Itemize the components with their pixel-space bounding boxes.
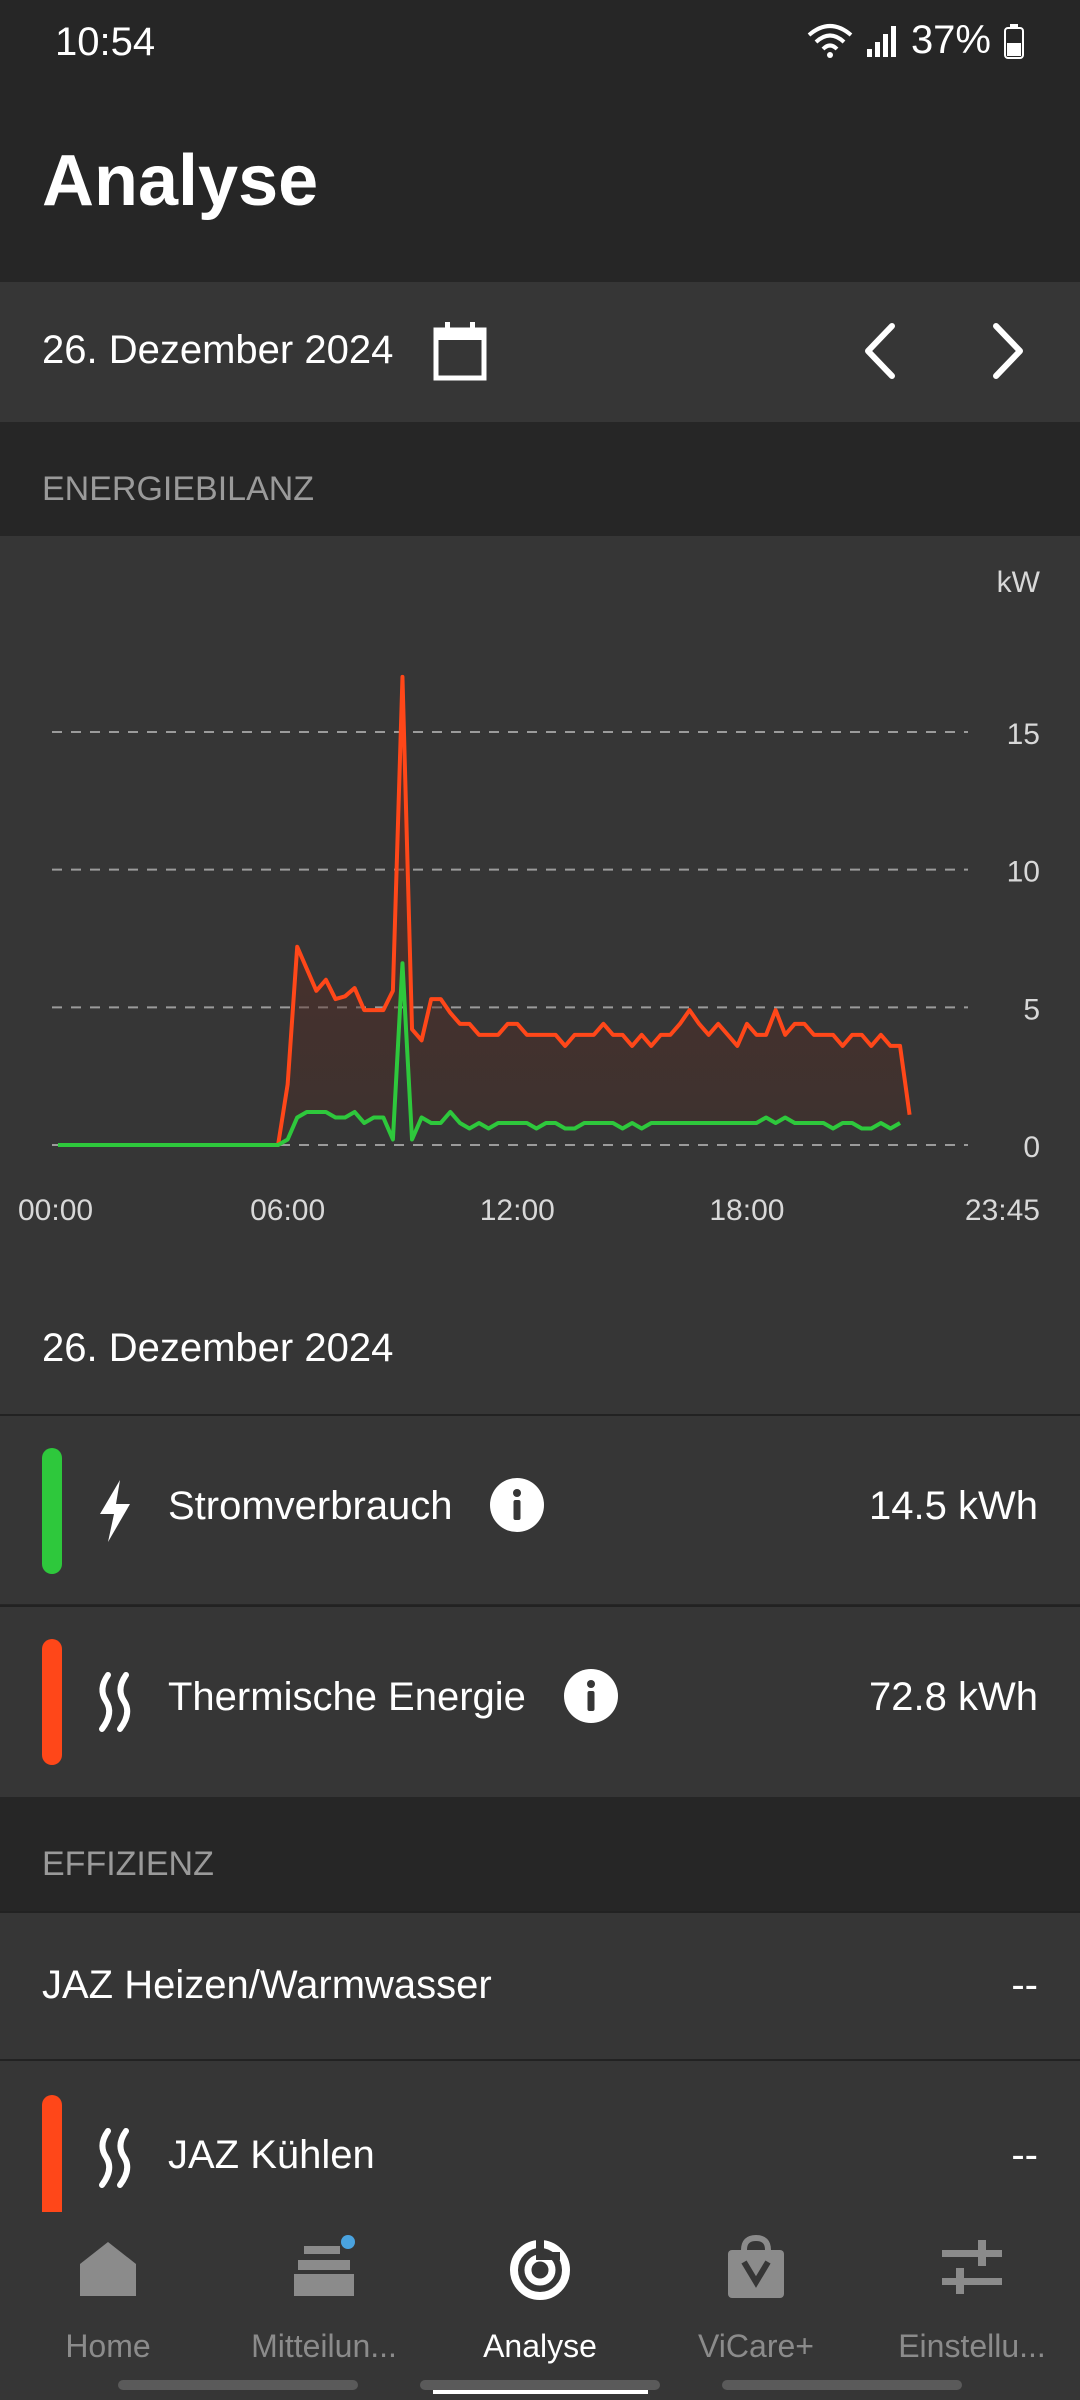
x-tick-label: 23:45: [965, 1194, 1040, 1227]
efficiency-row-value: --: [1011, 2133, 1038, 2177]
x-tick-label: 06:00: [250, 1194, 325, 1227]
x-tick-label: 18:00: [709, 1194, 784, 1227]
section-header-energy: ENERGIEBILANZ: [0, 422, 1080, 536]
info-icon[interactable]: [490, 1478, 544, 1532]
status-icons: 37%: [807, 18, 1025, 63]
summary-date-row: 26. Dezember 2024: [0, 1280, 1080, 1414]
tab-label: Home: [65, 2328, 151, 2364]
y-tick-label: 5: [1023, 993, 1040, 1026]
home-icon: [80, 2242, 136, 2296]
gesture-bar: [118, 2380, 358, 2390]
wifi-icon: [807, 23, 853, 58]
tab-settings[interactable]: Einstellu...: [864, 2212, 1080, 2400]
x-tick-label: 00:00: [18, 1194, 93, 1227]
signal-icon: [866, 25, 896, 57]
energy-row-thermal[interactable]: Thermische Energie 72.8 kWh: [0, 1605, 1080, 1797]
tab-label: Analyse: [483, 2328, 597, 2364]
section-title-energy: ENERGIEBILANZ: [42, 470, 315, 508]
series-line-power: [58, 961, 902, 1147]
app-bar: Analyse: [0, 90, 1080, 282]
y-axis-unit: kW: [997, 566, 1041, 599]
efficiency-row-label: JAZ Kühlen: [168, 2133, 375, 2177]
tab-messages[interactable]: Mitteilun...: [216, 2212, 432, 2400]
tab-label: Einstellu...: [898, 2328, 1046, 2364]
calendar-icon[interactable]: [432, 320, 488, 382]
shopping-bag-icon: [728, 2234, 784, 2298]
messages-icon: [294, 2235, 355, 2296]
series-color-indicator: [42, 1448, 62, 1574]
analysis-icon: [510, 2240, 570, 2300]
heat-waves-icon: [99, 2128, 131, 2188]
selected-date[interactable]: 26. Dezember 2024: [42, 328, 394, 372]
info-icon[interactable]: [564, 1669, 618, 1723]
x-tick-label: 12:00: [480, 1194, 555, 1227]
tab-label: Mitteilun...: [251, 2328, 397, 2364]
energy-row-label: Thermische Energie: [168, 1675, 526, 1719]
date-navigation: 26. Dezember 2024: [0, 282, 1080, 422]
efficiency-row-heating[interactable]: JAZ Heizen/Warmwasser --: [0, 1911, 1080, 2059]
section-header-efficiency: EFFIZIENZ: [0, 1797, 1080, 1911]
energy-row-label: Stromverbrauch: [168, 1484, 453, 1528]
series-color-indicator: [42, 2095, 62, 2225]
next-day-button[interactable]: [976, 318, 1036, 384]
y-tick-label: 15: [1007, 718, 1040, 751]
efficiency-row-value: --: [1011, 1963, 1038, 2007]
energy-row-value: 14.5 kWh: [869, 1484, 1038, 1528]
energy-chart: 0 5 10 15 kW 00:00 06:00 12:00 18:00 23:45: [0, 536, 1080, 1280]
efficiency-row-label: JAZ Heizen/Warmwasser: [42, 1963, 492, 2007]
tab-vicare-plus[interactable]: ViCare+: [648, 2212, 864, 2400]
battery-percent: 37%: [910, 18, 991, 62]
tab-label: ViCare+: [698, 2328, 814, 2364]
heat-waves-icon: [99, 1672, 131, 1732]
status-bar: 10:54 37%: [0, 0, 1080, 90]
settings-sliders-icon: [942, 2240, 1002, 2294]
y-tick-label: 10: [1007, 856, 1040, 889]
previous-day-button[interactable]: [852, 318, 912, 384]
lightning-icon: [100, 1480, 130, 1542]
gesture-bar: [420, 2380, 660, 2390]
summary-date: 26. Dezember 2024: [42, 1326, 394, 1370]
gesture-bar: [722, 2380, 962, 2390]
battery-icon: [1004, 23, 1024, 59]
tab-analyse[interactable]: Analyse: [432, 2212, 648, 2400]
area-fill-thermal: [58, 676, 910, 1145]
status-time: 10:54: [55, 20, 156, 64]
energy-chart-svg: 0 5 10 15 kW 00:00 06:00 12:00 18:00 23:45: [18, 566, 1041, 1227]
section-title-efficiency: EFFIZIENZ: [42, 1845, 214, 1883]
active-tab-indicator: [433, 2388, 648, 2394]
series-color-indicator: [42, 1639, 62, 1765]
series-line-thermal: [58, 674, 912, 1147]
bottom-navigation: Home Mitteilun... Analyse ViCare+: [0, 2212, 1080, 2400]
efficiency-row-cooling[interactable]: JAZ Kühlen --: [0, 2059, 1080, 2225]
tab-home[interactable]: Home: [0, 2212, 216, 2400]
page-title: Analyse: [42, 141, 319, 221]
y-tick-label: 0: [1023, 1131, 1040, 1164]
energy-row-value: 72.8 kWh: [869, 1675, 1038, 1719]
energy-row-power[interactable]: Stromverbrauch 14.5 kWh: [0, 1414, 1080, 1604]
